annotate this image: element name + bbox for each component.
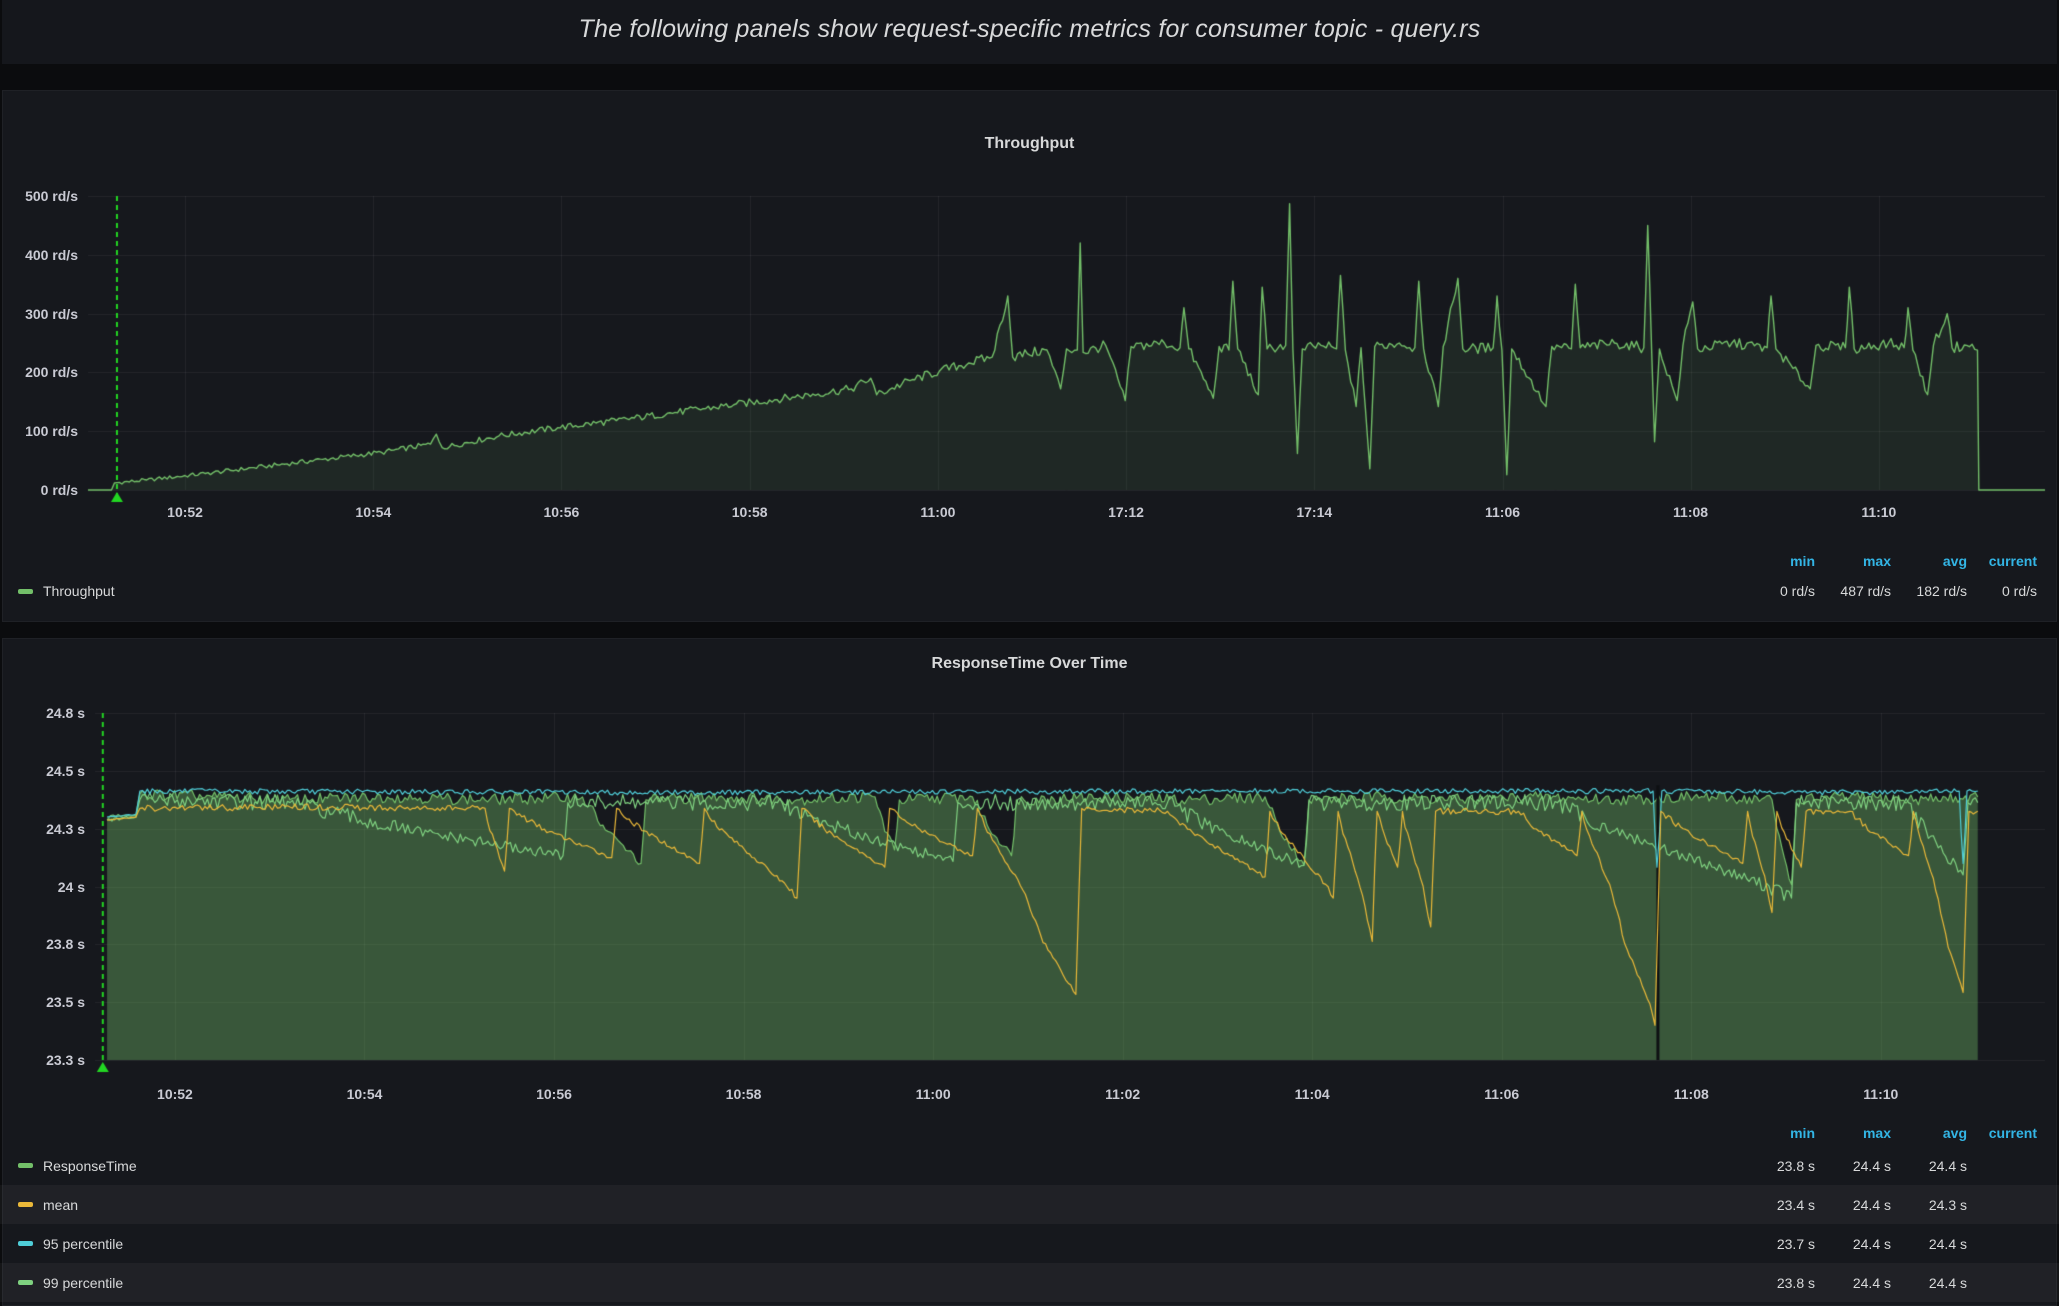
legend-row: 99 percentile 23.8 s 24.4 s 24.4 s	[0, 1263, 2059, 1302]
legend-row: 95 percentile 23.7 s 24.4 s 24.4 s	[0, 1224, 2059, 1263]
series-color-swatch	[18, 1241, 33, 1246]
legend-series-mean[interactable]: mean	[0, 1197, 1739, 1213]
legend-stat-value: 487 rd/s	[1840, 583, 1891, 599]
legend-stat-value: 23.8 s	[1776, 1157, 1815, 1174]
legend-column-max[interactable]: max	[1862, 553, 1891, 569]
legend-stat-value: 24.4 s	[1928, 1157, 1967, 1174]
legend-series-label: 99 percentile	[43, 1274, 124, 1291]
series-color-swatch	[18, 588, 33, 594]
legend-column-current[interactable]: current	[1988, 553, 2037, 569]
legend-throughput: min max avg current Throughput 0 rd/s 487 rd/s…	[0, 548, 2059, 608]
legend-stat-value: 24.4 s	[1852, 1274, 1891, 1291]
legend-column-min[interactable]: min	[1790, 1125, 1815, 1141]
series-color-swatch	[18, 1163, 33, 1168]
panel-title-responsetime[interactable]: ResponseTime Over Time	[931, 655, 1128, 672]
legend-series-label: Throughput	[43, 583, 115, 599]
legend-series-label: mean	[43, 1196, 79, 1213]
legend-stat-value: 24.4 s	[1928, 1274, 1967, 1291]
legend-header-row: min max avg current	[0, 1120, 2059, 1146]
legend-stat-value: 24.4 s	[1852, 1235, 1891, 1252]
legend-series-95-percentile[interactable]: 95 percentile	[0, 1236, 1739, 1252]
legend-column-min[interactable]: min	[1790, 553, 1815, 569]
legend-responsetime: min max avg current ResponseTime 23.8 s 24.4 s…	[0, 1120, 2059, 1302]
legend-header-row: min max avg current	[0, 548, 2059, 574]
legend-stat-value: 24.4 s	[1852, 1157, 1891, 1174]
legend-series-99-percentile[interactable]: 99 percentile	[0, 1275, 1739, 1291]
legend-column-max[interactable]: max	[1862, 1125, 1891, 1141]
throughput-chart-area[interactable]	[88, 170, 2045, 490]
legend-column-avg[interactable]: avg	[1942, 1125, 1967, 1141]
legend-series-label: ResponseTime	[43, 1157, 137, 1174]
legend-series-label: 95 percentile	[43, 1235, 124, 1252]
text-panel: The following panels show request-specif…	[2, 0, 2057, 64]
legend-row: Throughput 0 rd/s 487 rd/s 182 rd/s 0 rd/s	[0, 574, 2059, 608]
panel-title-throughput[interactable]: Throughput	[984, 135, 1075, 152]
legend-stat-value: 23.8 s	[1776, 1274, 1815, 1291]
dashboard-text-title: The following panels show request-specif…	[578, 15, 1481, 43]
legend-column-avg[interactable]: avg	[1942, 553, 1967, 569]
series-color-swatch	[18, 1280, 33, 1285]
legend-row: mean 23.4 s 24.4 s 24.3 s	[0, 1185, 2059, 1224]
legend-stat-value: 182 rd/s	[1916, 583, 1967, 599]
legend-row: ResponseTime 23.8 s 24.4 s 24.4 s	[0, 1146, 2059, 1185]
legend-column-current[interactable]: current	[1988, 1125, 2037, 1141]
legend-stat-value: 0 rd/s	[1779, 583, 1815, 599]
legend-stat-value: 24.4 s	[1852, 1196, 1891, 1213]
legend-stat-value: 23.4 s	[1776, 1196, 1815, 1213]
series-color-swatch	[18, 1202, 33, 1207]
legend-stat-value: 0 rd/s	[2001, 583, 2037, 599]
legend-stat-value: 23.7 s	[1776, 1235, 1815, 1252]
legend-stat-value: 24.4 s	[1928, 1235, 1967, 1252]
responsetime-chart-area[interactable]	[95, 700, 2045, 1060]
legend-stat-value: 24.3 s	[1928, 1196, 1967, 1213]
legend-series-throughput[interactable]: Throughput	[0, 583, 1739, 599]
legend-series-responsetime[interactable]: ResponseTime	[0, 1158, 1739, 1174]
